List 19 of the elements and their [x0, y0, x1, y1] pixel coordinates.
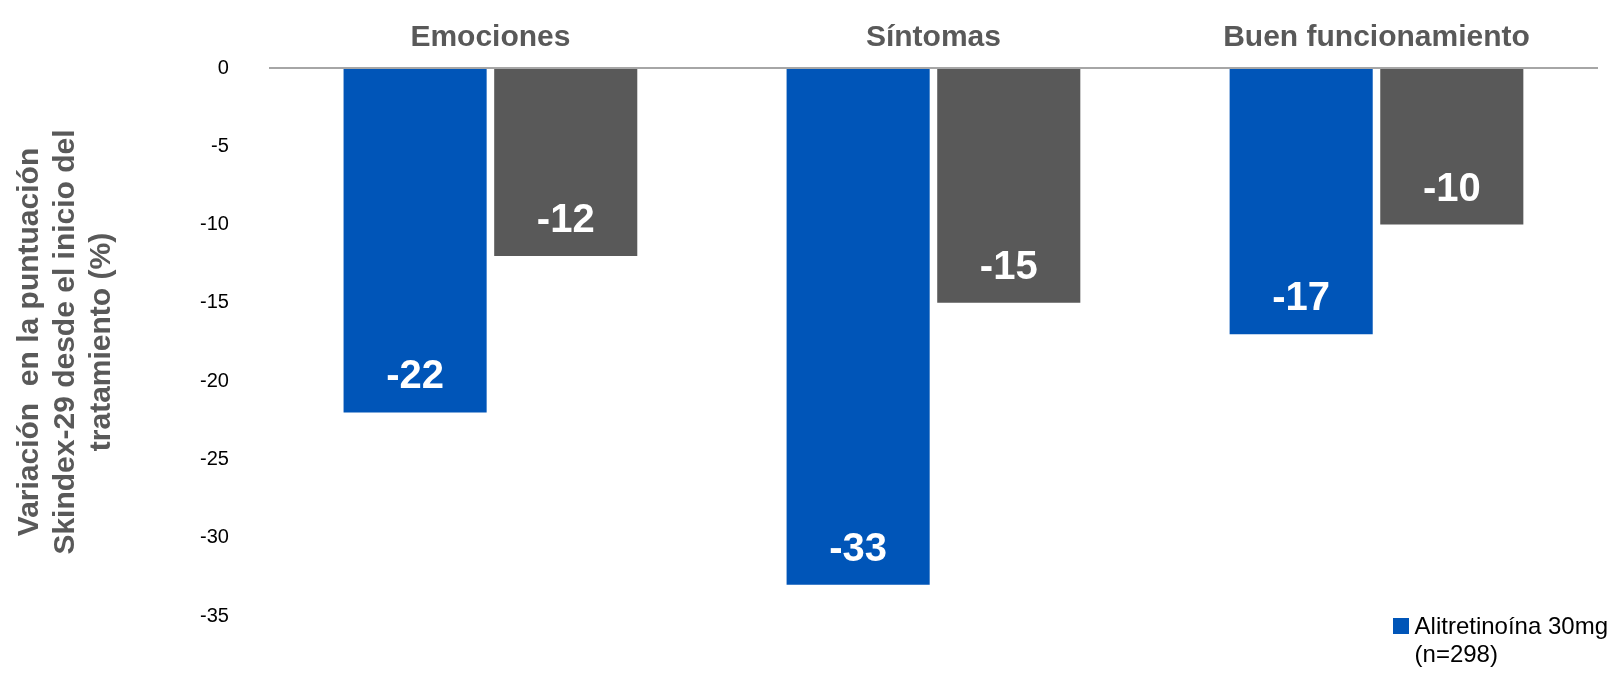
y-tick-label: -10: [200, 212, 229, 235]
y-tick-label: -5: [211, 133, 229, 156]
y-axis-title: Variación en la puntuación Skindex-29 desde el inicio del tratamiento (%): [11, 129, 117, 555]
x-tick-label: Emociones: [410, 19, 571, 53]
y-tick-label: -15: [200, 290, 229, 313]
legend-label: Alitretinoína 30mg (n=298): [1414, 612, 1608, 668]
x-tick-label: Síntomas: [865, 19, 1001, 53]
y-tick-label: -30: [200, 525, 229, 548]
y-tick-label: -20: [200, 368, 229, 391]
x-tick-label: Buen funcionamiento: [1223, 19, 1530, 53]
data-label: -15: [979, 242, 1038, 287]
data-label: -17: [1272, 274, 1331, 319]
data-label: -10: [1422, 164, 1481, 209]
y-tick-label: -25: [200, 446, 229, 469]
y-tick-label: 0: [217, 55, 229, 78]
data-label: -33: [829, 524, 888, 569]
data-label: -22: [386, 352, 445, 397]
y-tick-label: -35: [200, 603, 229, 626]
data-label: -12: [536, 195, 595, 240]
